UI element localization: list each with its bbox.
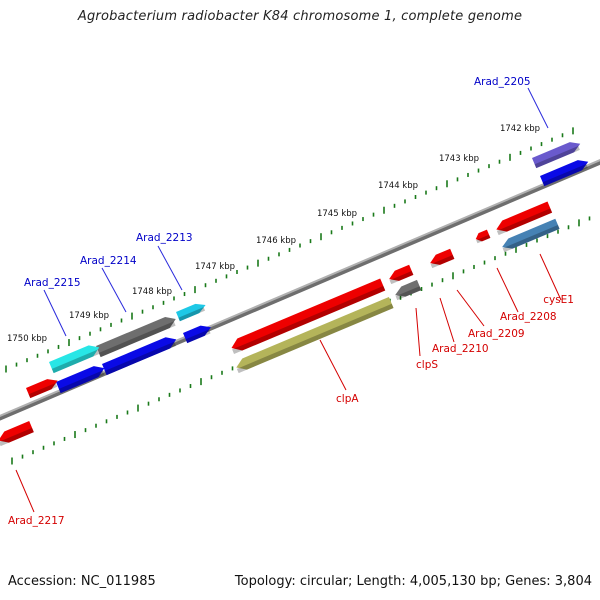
gene-arrow[interactable]: [474, 229, 491, 244]
gene-shade: [232, 285, 386, 354]
gene-shade: [496, 208, 553, 236]
scale-label: 1748 kbp: [132, 287, 172, 297]
gene-body: [540, 160, 589, 187]
scale-label: 1750 kbp: [7, 334, 47, 344]
gene-body: [236, 296, 394, 370]
gene-label: Arad_2213: [136, 232, 193, 244]
gene-body: [49, 345, 100, 374]
map-title: Agrobacterium radiobacter K84 chromosome…: [77, 9, 523, 24]
scale-label: 1745 kbp: [317, 209, 357, 219]
leader-line: [415, 307, 421, 357]
gene-label: Arad_2215: [24, 277, 81, 289]
gene-shade: [98, 321, 176, 358]
gene-body: [183, 325, 211, 344]
gene-body: [176, 303, 206, 322]
gene-body: [496, 201, 553, 232]
gene-label: Arad_2214: [80, 255, 137, 267]
gene-shade: [185, 329, 211, 344]
leader-line: [539, 253, 562, 301]
gene-arrow[interactable]: [96, 313, 178, 358]
gene-arrow[interactable]: [49, 342, 102, 374]
gene-shade: [236, 303, 394, 374]
gene-arrow[interactable]: [56, 363, 107, 394]
gene-arrow[interactable]: [393, 279, 422, 301]
gene-shade: [51, 349, 100, 374]
gene-shade: [104, 341, 177, 376]
gene-shade: [389, 270, 414, 285]
gene-body: [389, 264, 414, 281]
leader-line: [456, 289, 485, 327]
gene-body: [0, 421, 34, 443]
gene-arrow[interactable]: [176, 300, 208, 322]
gene-label: cysE1: [543, 294, 574, 306]
gene-body: [395, 279, 422, 297]
gene-body: [56, 366, 105, 394]
gene-label: Arad_2210: [432, 343, 489, 355]
gene-body: [475, 229, 491, 242]
gene-arrow[interactable]: [26, 376, 60, 399]
gene-body: [502, 218, 560, 249]
leader-line: [15, 469, 35, 513]
gene-arrow[interactable]: [229, 278, 386, 354]
gene-shade: [502, 225, 560, 253]
scale-label: 1744 kbp: [378, 181, 418, 191]
gene-shade: [476, 234, 491, 244]
accession-label: Accession: NC_011985: [8, 574, 156, 589]
gene-body: [231, 278, 386, 351]
gene-arrow[interactable]: [494, 201, 553, 236]
gene-body: [430, 248, 455, 265]
gene-body: [532, 142, 581, 169]
gene-shade: [178, 307, 206, 322]
gene-shade: [58, 370, 105, 394]
gene-shade: [395, 286, 422, 301]
gene-arrow[interactable]: [234, 296, 394, 374]
gene-shade: [0, 427, 34, 447]
gene-shade: [28, 382, 58, 399]
leader-line: [439, 297, 455, 343]
scale-label: 1743 kbp: [439, 154, 479, 164]
leader-line: [496, 267, 519, 313]
gene-body: [26, 379, 58, 399]
gene-arrow[interactable]: [387, 264, 414, 285]
gene-label: Arad_2208: [500, 311, 557, 323]
gene-label: Arad_2217: [8, 515, 65, 527]
gene-arrow[interactable]: [102, 334, 179, 376]
leader-line: [157, 245, 183, 291]
gene-label: Arad_2209: [468, 328, 525, 340]
gene-body: [96, 316, 176, 358]
gene-label: clpA: [336, 393, 359, 405]
scale-label: 1749 kbp: [69, 311, 109, 321]
gene-label: Arad_2205: [474, 76, 531, 88]
gene-shade: [430, 254, 455, 269]
leader-line: [527, 87, 549, 129]
gene-body: [102, 337, 177, 376]
leader-line: [43, 289, 67, 337]
gene-arrow[interactable]: [0, 421, 34, 447]
gene-shade: [542, 163, 588, 187]
genome-summary: Topology: circular; Length: 4,005,130 bp…: [234, 574, 592, 589]
gene-arrow[interactable]: [500, 218, 560, 253]
gene-label: clpS: [416, 359, 438, 371]
gene-arrow[interactable]: [183, 322, 213, 344]
gene-arrow[interactable]: [540, 157, 590, 187]
gene-arrow[interactable]: [428, 248, 455, 269]
scale-label: 1742 kbp: [500, 124, 540, 134]
leader-line: [101, 267, 127, 313]
scale-label: 1747 kbp: [195, 262, 235, 272]
leader-line: [319, 339, 347, 391]
scale-label: 1746 kbp: [256, 236, 296, 246]
gene-arrow[interactable]: [532, 139, 582, 169]
gene-shade: [534, 145, 580, 169]
